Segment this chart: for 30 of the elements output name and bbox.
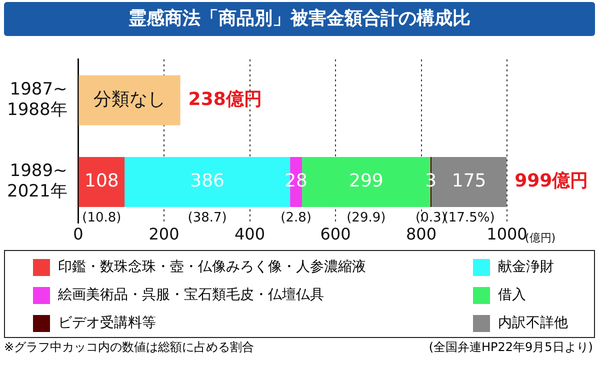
x-tick-label: 600 [320, 224, 351, 244]
x-axis-title: (億円) [525, 232, 556, 245]
legend-label: 印鑑・数珠念珠・壺・仏像みろく像・人参濃縮液 [57, 258, 367, 277]
data-label: 299 [348, 170, 384, 192]
data-label: 386 [190, 170, 224, 192]
annotation: (29.9) [346, 210, 386, 226]
data-label: 108 [84, 170, 119, 192]
text: (全国弁連HP22年9月5日より) [428, 339, 593, 355]
y-tick-label: 1989~ 2021年 [7, 161, 68, 202]
legend-label: 絵画美術品・呉服・宝石類毛皮・仏壇仏具 [57, 286, 325, 305]
legend-label: 献金浄財 [497, 258, 555, 277]
x-tick-label: 1000 [486, 224, 528, 244]
x-tick-label: 200 [148, 224, 180, 244]
legend-label: 借入 [497, 286, 527, 305]
text: ※グラフ中カッコ内の数値は総額に占める割合 [4, 339, 254, 355]
x-tick-label: 0 [73, 224, 84, 244]
annotation: (38.7) [188, 210, 227, 226]
data-label: 175 [452, 170, 486, 192]
x-tick-label: 400 [234, 224, 266, 244]
data-label: 3 [425, 170, 437, 192]
x-tick-label: 800 [406, 224, 437, 244]
legend-label: ビデオ受講料等 [57, 314, 157, 333]
annotation: (2.8) [280, 210, 312, 226]
series-label: 分類なし [94, 88, 166, 110]
legend-label: 内訳不詳他 [497, 314, 569, 333]
annotation: (10.8) [82, 210, 122, 226]
chart-title: 霊感商法「商品別」被害金額合計の構成比 [4, 2, 595, 36]
total-label: 238億円 [188, 88, 262, 110]
y-tick-label: 1987~ 1988年 [7, 79, 68, 120]
total-label: 999億円 [514, 170, 588, 192]
